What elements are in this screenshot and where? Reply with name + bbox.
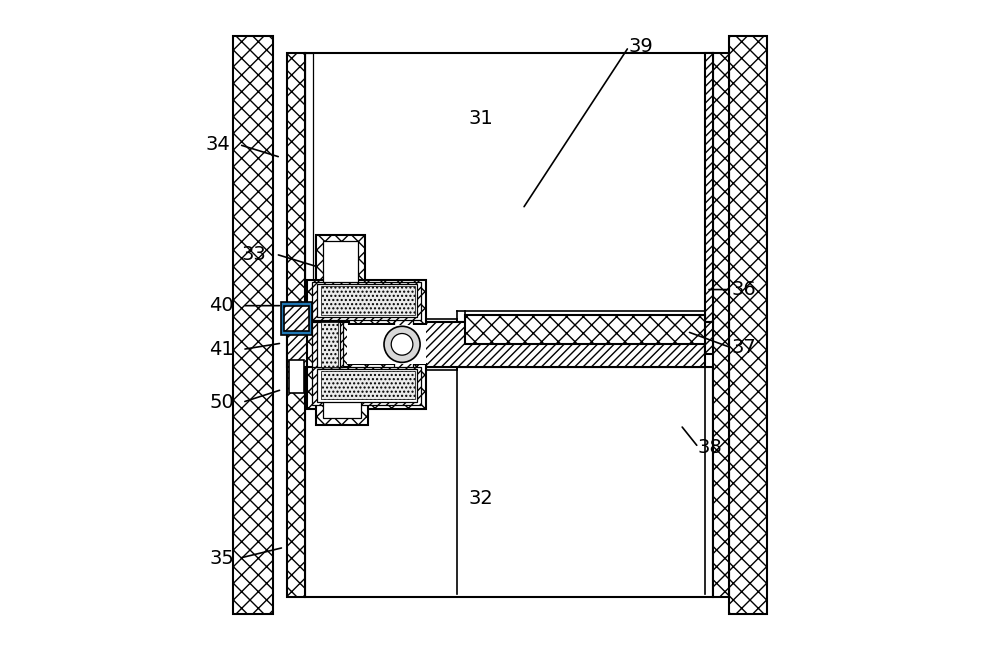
Bar [394,317,413,372]
Text: 37: 37 [731,338,756,357]
Text: 38: 38 [697,438,722,457]
Bar [729,36,767,614]
Bar [317,322,340,367]
Text: 36: 36 [731,280,756,299]
Text: 31: 31 [468,109,493,128]
Bar [289,361,304,393]
Bar [705,53,713,322]
Bar [323,376,361,419]
Bar [316,370,368,425]
Bar [307,364,426,409]
Bar [233,36,273,614]
Text: 39: 39 [628,37,653,56]
Bar [305,53,313,318]
Bar [284,306,309,332]
Text: 32: 32 [468,489,493,508]
Bar [307,322,349,367]
Bar [713,53,729,597]
Bar [312,322,343,367]
Text: 34: 34 [205,135,230,154]
Text: 50: 50 [209,393,234,412]
Bar [316,235,365,289]
Bar [465,315,705,344]
Text: 33: 33 [241,244,266,264]
Bar [321,322,338,367]
Bar [307,280,426,324]
Text: 41: 41 [209,340,234,359]
Circle shape [384,326,420,363]
Circle shape [391,333,413,355]
Bar [321,370,415,399]
Bar [312,283,421,320]
Bar [305,53,713,322]
Bar [287,53,305,597]
Bar [305,367,713,597]
Bar [317,285,417,317]
Text: 35: 35 [209,549,234,568]
Bar [323,241,358,283]
Bar [281,302,312,335]
Bar [321,287,415,315]
Text: 40: 40 [209,296,234,315]
Bar [287,322,705,367]
Bar [705,322,713,354]
Bar [317,369,417,402]
Bar [347,325,426,363]
Bar [312,367,421,405]
